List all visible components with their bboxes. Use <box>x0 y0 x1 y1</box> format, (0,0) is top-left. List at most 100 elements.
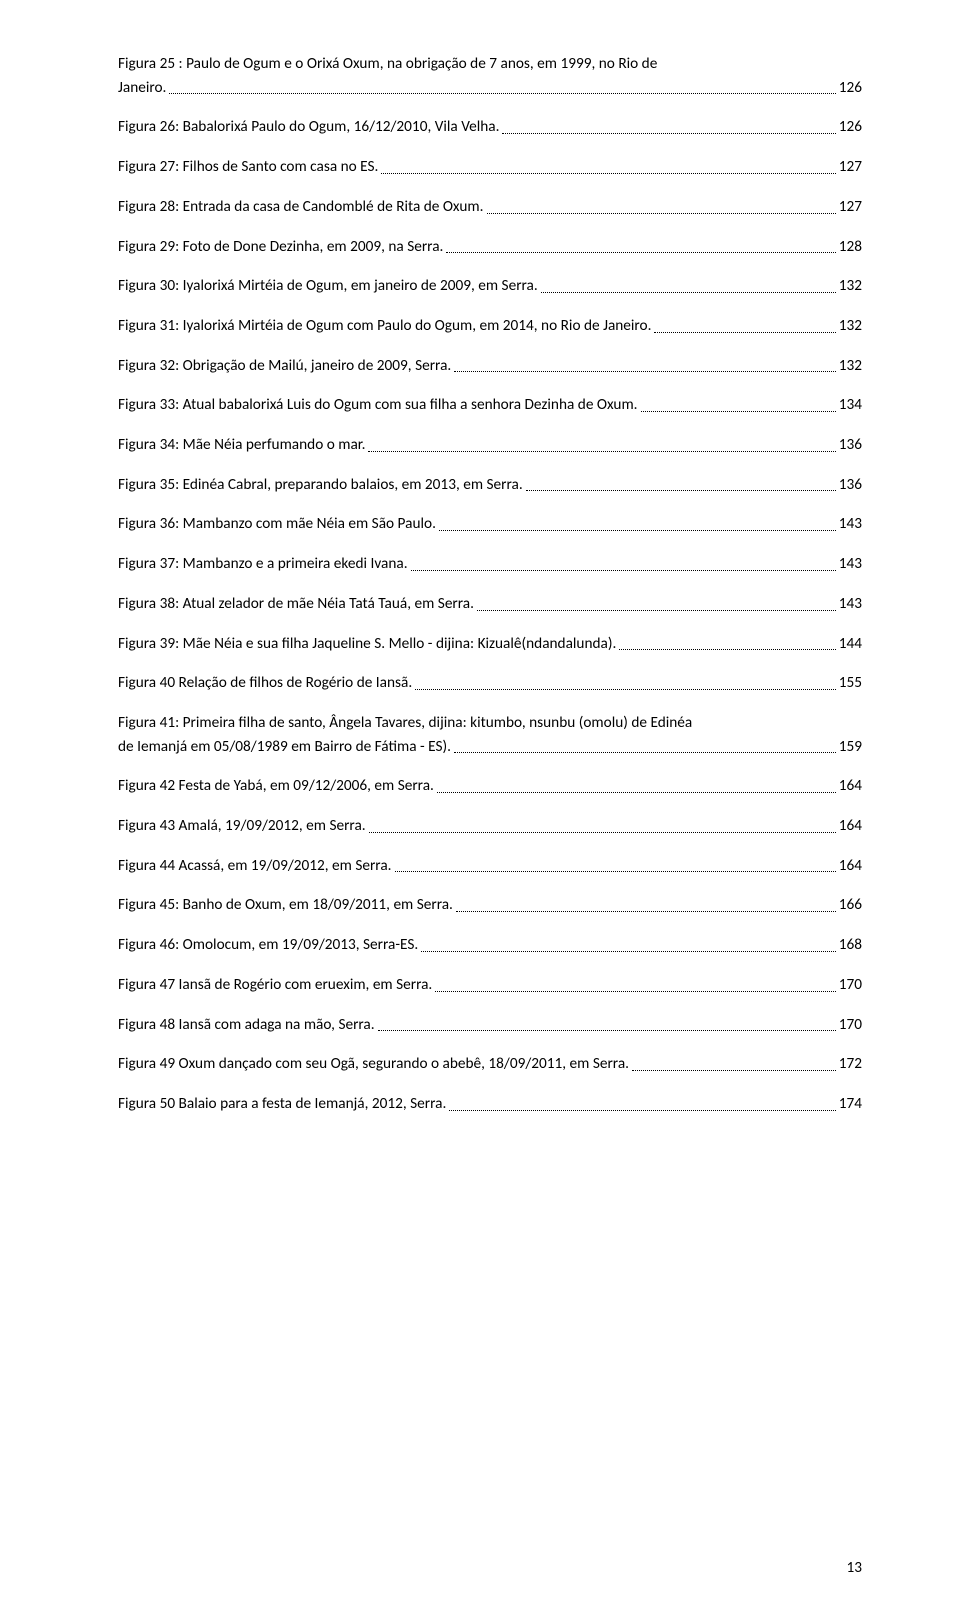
toc-entry-label: Figura 45: Banho de Oxum, em 18/09/2011,… <box>118 893 453 917</box>
toc-entry: Figura 31: Iyalorixá Mirtéia de Ogum com… <box>118 314 862 338</box>
toc-entry: Figura 34: Mãe Néia perfumando o mar. 136 <box>118 433 862 457</box>
toc-entry-label: Figura 33: Atual babalorixá Luis do Ogum… <box>118 393 638 417</box>
toc-entry: Figura 50 Balaio para a festa de Iemanjá… <box>118 1092 862 1116</box>
toc-entry-page: 155 <box>839 671 862 695</box>
toc-entry-line2: Janeiro. 126 <box>118 76 862 100</box>
toc-entry-page: 127 <box>839 155 862 179</box>
dot-leader <box>526 490 836 491</box>
page-number: 13 <box>846 1558 862 1577</box>
toc-entry: Figura 36: Mambanzo com mãe Néia em São … <box>118 512 862 536</box>
toc-entry-label-line2: Janeiro. <box>118 76 166 100</box>
toc-entry-page: 166 <box>839 893 862 917</box>
toc-entry-label: Figura 32: Obrigação de Mailú, janeiro d… <box>118 354 451 378</box>
toc-entry-label: Figura 30: Iyalorixá Mirtéia de Ogum, em… <box>118 274 538 298</box>
toc-entry-label: Figura 39: Mãe Néia e sua filha Jaquelin… <box>118 632 616 656</box>
dot-leader <box>421 951 835 952</box>
toc-entry-label: Figura 31: Iyalorixá Mirtéia de Ogum com… <box>118 314 651 338</box>
toc-entry-line2: de Iemanjá em 05/08/1989 em Bairro de Fá… <box>118 735 862 759</box>
toc-entry: Figura 45: Banho de Oxum, em 18/09/2011,… <box>118 893 862 917</box>
toc-entry-page: 170 <box>839 1013 862 1037</box>
toc-entry: Figura 27: Filhos de Santo com casa no E… <box>118 155 862 179</box>
dot-leader <box>369 832 836 833</box>
dot-leader <box>449 1110 835 1111</box>
toc-entry-label-line1: Figura 41: Primeira filha de santo, Ânge… <box>118 711 862 735</box>
dot-leader <box>541 292 836 293</box>
toc-entry: Figura 44 Acassá, em 19/09/2012, em Serr… <box>118 854 862 878</box>
dot-leader <box>454 752 836 753</box>
toc-entry-page: 143 <box>839 592 862 616</box>
dot-leader <box>487 213 836 214</box>
toc-entry-page: 132 <box>839 314 862 338</box>
dot-leader <box>456 911 836 912</box>
toc-entry-label: Figura 44 Acassá, em 19/09/2012, em Serr… <box>118 854 392 878</box>
toc-entry-page: 136 <box>839 473 862 497</box>
toc-entry-label: Figura 38: Atual zelador de mãe Néia Tat… <box>118 592 474 616</box>
dot-leader <box>632 1070 836 1071</box>
toc-entry: Figura 39: Mãe Néia e sua filha Jaquelin… <box>118 632 862 656</box>
toc-entry-page: 143 <box>839 512 862 536</box>
toc-entry-page: 143 <box>839 552 862 576</box>
toc-entry: Figura 47 Iansã de Rogério com eruexim, … <box>118 973 862 997</box>
toc-entry: Figura 49 Oxum dançado com seu Ogã, segu… <box>118 1052 862 1076</box>
toc-entry: Figura 43 Amalá, 19/09/2012, em Serra.16… <box>118 814 862 838</box>
toc-entry-page: 127 <box>839 195 862 219</box>
dot-leader <box>654 332 835 333</box>
toc-entry-label-line2: de Iemanjá em 05/08/1989 em Bairro de Fá… <box>118 735 451 759</box>
dot-leader <box>169 93 835 94</box>
dot-leader <box>378 1030 836 1031</box>
dot-leader <box>435 991 835 992</box>
toc-entry-page: 144 <box>839 632 862 656</box>
toc-entry: Figura 48 Iansã com adaga na mão, Serra.… <box>118 1013 862 1037</box>
toc-entry-page: 172 <box>839 1052 862 1076</box>
toc-entry: Figura 38: Atual zelador de mãe Néia Tat… <box>118 592 862 616</box>
toc-entry-label: Figura 26: Babalorixá Paulo do Ogum, 16/… <box>118 115 499 139</box>
toc-entry-label: Figura 35: Edinéa Cabral, preparando bal… <box>118 473 523 497</box>
toc-entry-label: Figura 36: Mambanzo com mãe Néia em São … <box>118 512 436 536</box>
dot-leader <box>415 689 836 690</box>
toc-entry-label: Figura 48 Iansã com adaga na mão, Serra. <box>118 1013 375 1037</box>
toc-entry-page: 164 <box>839 854 862 878</box>
toc-entry: Figura 37: Mambanzo e a primeira ekedi I… <box>118 552 862 576</box>
toc-entry-page: 132 <box>839 274 862 298</box>
toc-entry-label: Figura 37: Mambanzo e a primeira ekedi I… <box>118 552 408 576</box>
dot-leader <box>439 530 836 531</box>
toc-entry: Figura 28: Entrada da casa de Candomblé … <box>118 195 862 219</box>
toc-entry-label: Figura 43 Amalá, 19/09/2012, em Serra. <box>118 814 366 838</box>
toc-entry: Figura 40 Relação de filhos de Rogério d… <box>118 671 862 695</box>
toc-entry-page: 159 <box>839 735 862 759</box>
toc-entry: Figura 32: Obrigação de Mailú, janeiro d… <box>118 354 862 378</box>
toc-entry-page: 136 <box>839 433 862 457</box>
toc-entry-label: Figura 34: Mãe Néia perfumando o mar. <box>118 433 365 457</box>
toc-entry: Figura 30: Iyalorixá Mirtéia de Ogum, em… <box>118 274 862 298</box>
toc-entry-page: 128 <box>839 235 862 259</box>
dot-leader <box>437 792 836 793</box>
dot-leader <box>368 451 835 452</box>
toc-entry: Figura 29: Foto de Done Dezinha, em 2009… <box>118 235 862 259</box>
toc-entry-label: Figura 27: Filhos de Santo com casa no E… <box>118 155 378 179</box>
dot-leader <box>411 570 836 571</box>
dot-leader <box>641 411 836 412</box>
toc-entry-page: 170 <box>839 973 862 997</box>
toc-entry: Figura 41: Primeira filha de santo, Ânge… <box>118 711 862 758</box>
toc-entry-label: Figura 40 Relação de filhos de Rogério d… <box>118 671 412 695</box>
dot-leader <box>477 610 836 611</box>
toc-entry-page: 174 <box>839 1092 862 1116</box>
dot-leader <box>446 252 835 253</box>
toc-entry-label: Figura 47 Iansã de Rogério com eruexim, … <box>118 973 432 997</box>
toc-entry-page: 126 <box>839 115 862 139</box>
toc-entry: Figura 25 : Paulo de Ogum e o Orixá Oxum… <box>118 52 862 99</box>
toc-entry-page: 132 <box>839 354 862 378</box>
list-of-figures: Figura 25 : Paulo de Ogum e o Orixá Oxum… <box>118 52 862 1116</box>
toc-entry: Figura 35: Edinéa Cabral, preparando bal… <box>118 473 862 497</box>
toc-entry-label: Figura 28: Entrada da casa de Candomblé … <box>118 195 484 219</box>
toc-entry: Figura 46: Omolocum, em 19/09/2013, Serr… <box>118 933 862 957</box>
toc-entry-page: 168 <box>839 933 862 957</box>
toc-entry-page: 126 <box>839 76 862 100</box>
toc-entry-label-line1: Figura 25 : Paulo de Ogum e o Orixá Oxum… <box>118 52 862 76</box>
toc-entry-label: Figura 29: Foto de Done Dezinha, em 2009… <box>118 235 443 259</box>
toc-entry-page: 164 <box>839 774 862 798</box>
dot-leader <box>619 649 835 650</box>
document-page: Figura 25 : Paulo de Ogum e o Orixá Oxum… <box>0 0 960 1617</box>
toc-entry: Figura 42 Festa de Yabá, em 09/12/2006, … <box>118 774 862 798</box>
toc-entry-label: Figura 42 Festa de Yabá, em 09/12/2006, … <box>118 774 434 798</box>
